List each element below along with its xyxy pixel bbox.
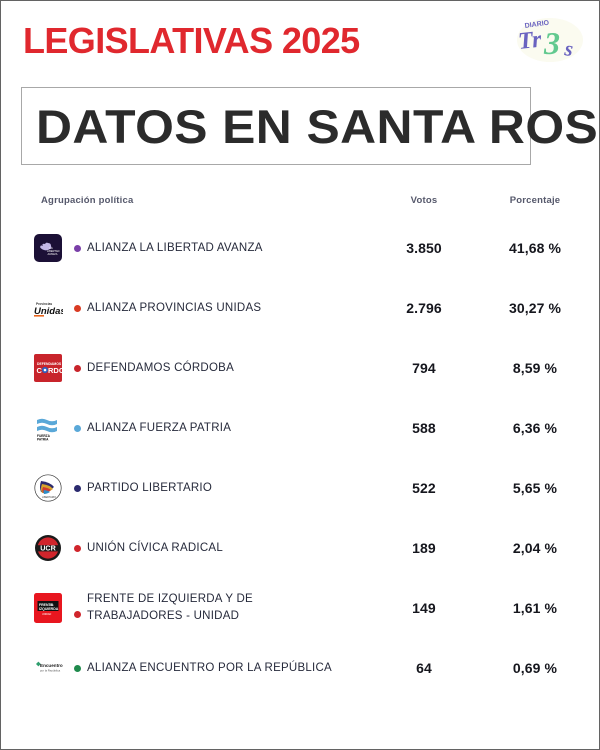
alianza-la-libertad-avanza-logo: LA LIBERTAD AVANZA — [33, 233, 63, 263]
defendamos-cordoba-logo: DEFENDAMOS C RDOBA — [33, 353, 63, 383]
party-cell: Provincias Unidas ALIANZA PROVINCIAS UNI… — [1, 293, 369, 323]
svg-text:C: C — [37, 366, 43, 375]
party-color-dot — [74, 304, 81, 312]
party-color-dot — [74, 364, 81, 372]
svg-text:Tr: Tr — [517, 27, 543, 55]
svg-text:Encuentro: Encuentro — [40, 663, 63, 668]
table-row[interactable]: LA LIBERTAD AVANZA ALIANZA LA LIBERTAD A… — [1, 218, 599, 278]
party-color-dot — [74, 611, 81, 619]
svg-text:Provincias: Provincias — [36, 302, 52, 306]
column-header-party: Agrupación política — [41, 195, 134, 206]
party-votes: 149 — [412, 600, 436, 616]
svg-text:DE: DE — [50, 603, 54, 607]
party-name: ALIANZA FUERZA PATRIA — [87, 421, 232, 434]
svg-text:IZQUIERDA: IZQUIERDA — [39, 607, 59, 611]
svg-text:AVANZA: AVANZA — [48, 252, 58, 256]
svg-text:LA: LA — [50, 246, 53, 250]
party-percent: 8,59 % — [512, 360, 558, 376]
table-row[interactable]: LIBERTARIO PARTIDO LIBERTARIO 522 5,65 % — [1, 458, 599, 518]
party-color-dot — [74, 664, 81, 672]
party-name: ALIANZA PROVINCIAS UNIDAS — [87, 301, 262, 314]
party-percent: 2,04 % — [512, 540, 558, 556]
party-name: DEFENDAMOS CÓRDOBA — [87, 361, 234, 374]
party-cell: FUERZA PATRIA ALIANZA FUERZA PATRIA — [1, 413, 369, 443]
svg-text:DEFENDAMOS: DEFENDAMOS — [37, 362, 62, 366]
party-votes: 522 — [412, 480, 436, 496]
svg-text:por la República: por la República — [40, 669, 61, 673]
party-votes: 64 — [416, 660, 432, 676]
svg-text:LIBERTAD: LIBERTAD — [47, 249, 60, 253]
party-percent: 0,69 % — [512, 660, 558, 676]
party-cell: Encuentro por la República ALIANZA ENCUE… — [1, 653, 369, 683]
table-header-row: Agrupación política Votos Porcentaje — [1, 181, 599, 218]
party-percent: 30,27 % — [508, 300, 562, 316]
party-name: PARTIDO LIBERTARIO — [87, 481, 213, 494]
party-votes: 3.850 — [406, 240, 442, 256]
party-percent: 5,65 % — [512, 480, 558, 496]
party-color-dot — [74, 424, 81, 432]
column-header-percent: Porcentaje — [509, 195, 561, 206]
table-row[interactable]: DEFENDAMOS C RDOBA DEFENDAMOS CÓRDOBA 79… — [1, 338, 599, 398]
svg-text:RDOBA: RDOBA — [48, 366, 62, 375]
frente-de-izquierda-logo: FRENTE DE IZQUIERDA UNIDAD — [33, 593, 63, 623]
svg-text:UNIDAD: UNIDAD — [42, 613, 51, 616]
party-cell: DEFENDAMOS C RDOBA DEFENDAMOS CÓRDOBA — [1, 353, 369, 383]
table-row[interactable]: Encuentro por la República ALIANZA ENCUE… — [1, 638, 599, 698]
alianza-encuentro-por-la-republica-logo: Encuentro por la República — [33, 653, 63, 683]
party-votes: 189 — [412, 540, 436, 556]
diario-tres-logo: DIARIO Tr 3 s — [509, 13, 587, 65]
union-civica-radical-logo: UCR — [33, 533, 63, 563]
alianza-fuerza-patria-logo: FUERZA PATRIA — [33, 413, 63, 443]
party-cell: FRENTE DE IZQUIERDA UNIDAD FRENTE DE IZQ… — [1, 591, 369, 624]
column-header-votes: Votos — [410, 195, 438, 206]
party-color-dot — [74, 244, 81, 252]
table-row[interactable]: UCR UNIÓN CÍVICA RADICAL 189 2,04 % — [1, 518, 599, 578]
table-row[interactable]: FUERZA PATRIA ALIANZA FUERZA PATRIA 588 … — [1, 398, 599, 458]
svg-text:s: s — [562, 36, 574, 61]
partido-libertario-logo: LIBERTARIO — [33, 473, 63, 503]
party-name: FRENTE DE IZQUIERDA Y DE TRABAJADORES - … — [87, 593, 253, 622]
header: LEGISLATIVAS 2025 DIARIO Tr 3 s — [1, 1, 599, 79]
svg-text:FUERZA: FUERZA — [37, 434, 51, 438]
svg-text:FRENTE: FRENTE — [39, 603, 54, 607]
svg-text:Unidas: Unidas — [34, 306, 63, 317]
page-title: DATOS EN SANTA ROSA — [36, 99, 600, 153]
svg-text:UCR: UCR — [40, 544, 56, 553]
party-votes: 2.796 — [406, 300, 442, 316]
page-headline: LEGISLATIVAS 2025 — [23, 20, 360, 61]
svg-text:LIBERTARIO: LIBERTARIO — [42, 496, 56, 499]
results-table: Agrupación política Votos Porcentaje LA … — [1, 181, 599, 698]
title-box: DATOS EN SANTA ROSA — [21, 87, 599, 165]
party-cell: UCR UNIÓN CÍVICA RADICAL — [1, 533, 369, 563]
party-name: ALIANZA ENCUENTRO POR LA REPÚBLICA — [87, 661, 332, 674]
party-cell: LIBERTARIO PARTIDO LIBERTARIO — [1, 473, 369, 503]
svg-text:3: 3 — [543, 25, 560, 61]
party-cell: LA LIBERTAD AVANZA ALIANZA LA LIBERTAD A… — [1, 233, 369, 263]
table-row[interactable]: FRENTE DE IZQUIERDA UNIDAD FRENTE DE IZQ… — [1, 578, 599, 638]
party-votes: 588 — [412, 420, 436, 436]
table-row[interactable]: Provincias Unidas ALIANZA PROVINCIAS UNI… — [1, 278, 599, 338]
alianza-provincias-unidas-logo: Provincias Unidas — [33, 293, 63, 323]
party-percent: 6,36 % — [512, 420, 558, 436]
svg-text:DIARIO: DIARIO — [524, 20, 550, 30]
party-color-dot — [74, 484, 81, 492]
party-name: UNIÓN CÍVICA RADICAL — [87, 541, 223, 554]
party-percent: 1,61 % — [512, 600, 558, 616]
party-color-dot — [74, 544, 81, 552]
party-percent: 41,68 % — [508, 240, 562, 256]
svg-text:PATRIA: PATRIA — [37, 438, 49, 442]
party-name: ALIANZA LA LIBERTAD AVANZA — [87, 241, 263, 254]
party-votes: 794 — [412, 360, 436, 376]
